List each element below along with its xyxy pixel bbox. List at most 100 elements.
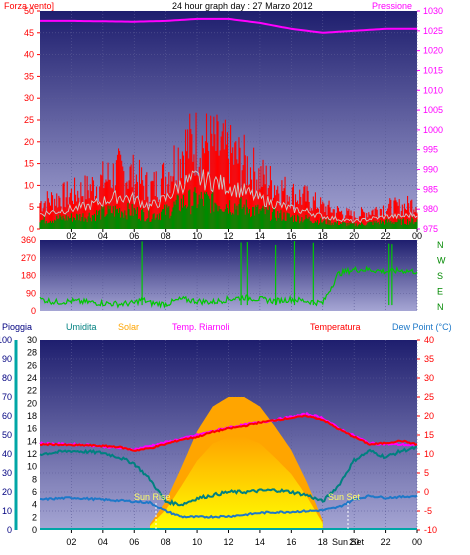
wind-tick-label: 35 [24,71,34,81]
x-tick-label: 10 [192,537,202,547]
direction-tick-label: 360 [21,235,36,245]
bottom-x-axis: 02 04 06 08 10 12 14 16 18 20 22 00 [66,530,422,547]
rain-tick-label: 70 [2,392,12,402]
rain-tick-label: 30 [2,468,12,478]
x-tick-label: 12 [223,537,233,547]
pressure-tick-label: 1000 [423,125,443,135]
x-tick-label: 20 [349,537,359,547]
pressure-tick-label: 1025 [423,26,443,36]
wind-tick-label: 45 [24,28,34,38]
humidity-tick-label: 10 [27,462,37,472]
rain-tick-label: 10 [2,506,12,516]
pressure-tick-label: 1005 [423,105,443,115]
humidity-tick-label: 24 [27,373,37,383]
x-tick-label: 10 [192,231,202,241]
wind-axis-title: Forza vento] [4,1,54,11]
x-tick-label: 00 [412,537,422,547]
pressure-tick-label: 1030 [423,6,443,16]
pressure-tick-label: 980 [423,204,438,214]
temp-tick-label: -5 [424,506,432,516]
top-left-axis: 0 5 10 15 20 25 30 35 40 45 50 [24,6,40,234]
legend-solar: Solar [118,322,139,332]
wind-tick-label: 10 [24,180,34,190]
rain-tick-label: 20 [2,487,12,497]
humidity-tick-label: 30 [27,335,37,345]
pressure-tick-label: 1010 [423,85,443,95]
wind-direction-line [39,265,418,309]
temp-tick-label: 15 [424,430,434,440]
direction-tick-label: 270 [21,253,36,263]
humidity-tick-label: 6 [32,487,37,497]
x-tick-label: 12 [223,231,233,241]
x-tick-label: 18 [318,231,328,241]
solar-area [149,436,323,530]
humidity-tick-label: 2 [32,512,37,522]
humidity-tick-label: 4 [32,500,37,510]
x-tick-label: 18 [318,537,328,547]
x-tick-label: 08 [161,231,171,241]
x-tick-label: 20 [349,231,359,241]
pressure-tick-label: 995 [423,145,438,155]
bottom-marks [39,397,418,530]
pressure-tick-label: 985 [423,184,438,194]
humidity-tick-label: 0 [32,525,37,535]
rain-axis: 0 10 20 30 40 50 60 70 80 90 100 [0,335,18,535]
x-tick-label: 08 [161,537,171,547]
pressure-line [40,17,417,34]
x-tick-label: 04 [98,231,108,241]
wind-tick-label: 50 [24,6,34,16]
x-tick-label: 14 [255,537,265,547]
x-tick-label: 06 [129,231,139,241]
temp-tick-label: 40 [424,335,434,345]
pressure-tick-label: 975 [423,224,438,234]
humidity-tick-label: 26 [27,360,37,370]
dewpoint-line [39,494,418,519]
temperature-line [39,414,418,452]
rain-tick-label: 100 [0,335,12,345]
temp-tick-label: 20 [424,411,434,421]
humidity-tick-label: 20 [27,398,37,408]
pressure-axis-title: Pressione [372,1,412,11]
x-tick-label: 06 [129,537,139,547]
x-tick-label: 14 [255,231,265,241]
temperature-axis: -10 -5 0 5 10 15 20 25 30 35 40 [417,335,437,535]
wind-tick-label: 40 [24,50,34,60]
mid-left-axis: 0 90 180 270 360 [21,235,36,316]
temp-tick-label: 35 [424,354,434,364]
legend-temperature: Temperatura [310,322,361,332]
wind-tick-label: 0 [29,224,34,234]
top-marks [39,17,418,229]
x-tick-label: 02 [66,231,76,241]
x-tick-label: 22 [381,231,391,241]
wind-tick-label: 30 [24,93,34,103]
direction-tick-label: 0 [31,306,36,316]
pressure-tick-label: 990 [423,165,438,175]
temp-tick-label: 30 [424,373,434,383]
legend-feels: Temp. Riarnoli [172,322,230,332]
rain-tick-label: 40 [2,449,12,459]
pressure-tick-label: 1020 [423,46,443,56]
sunset-label: Sun Set [328,492,361,502]
rain-tick-label: 0 [7,525,12,535]
rain-tick-label: 50 [2,430,12,440]
direction-tick-label: 90 [26,288,36,298]
temp-tick-label: -10 [424,525,437,535]
humidity-tick-label: 18 [27,411,37,421]
top-grid [40,11,418,229]
legend-dewpoint: Dew Point (°C) [392,322,452,332]
x-tick-label: 16 [286,537,296,547]
wind-average-line [39,169,418,224]
chart-title: 24 hour graph day : 27 Marzo 2012 [172,1,313,11]
x-tick-label: 00 [412,231,422,241]
wind-tick-label: 20 [24,137,34,147]
rain-tick-label: 90 [2,354,12,364]
compass-label: S [437,271,443,281]
direction-tick-label: 180 [21,271,36,281]
humidity-line [39,445,418,507]
humidity-tick-label: 28 [27,348,37,358]
rain-tick-label: 60 [2,411,12,421]
x-tick-label: 04 [98,537,108,547]
wind-tick-label: 25 [24,115,34,125]
